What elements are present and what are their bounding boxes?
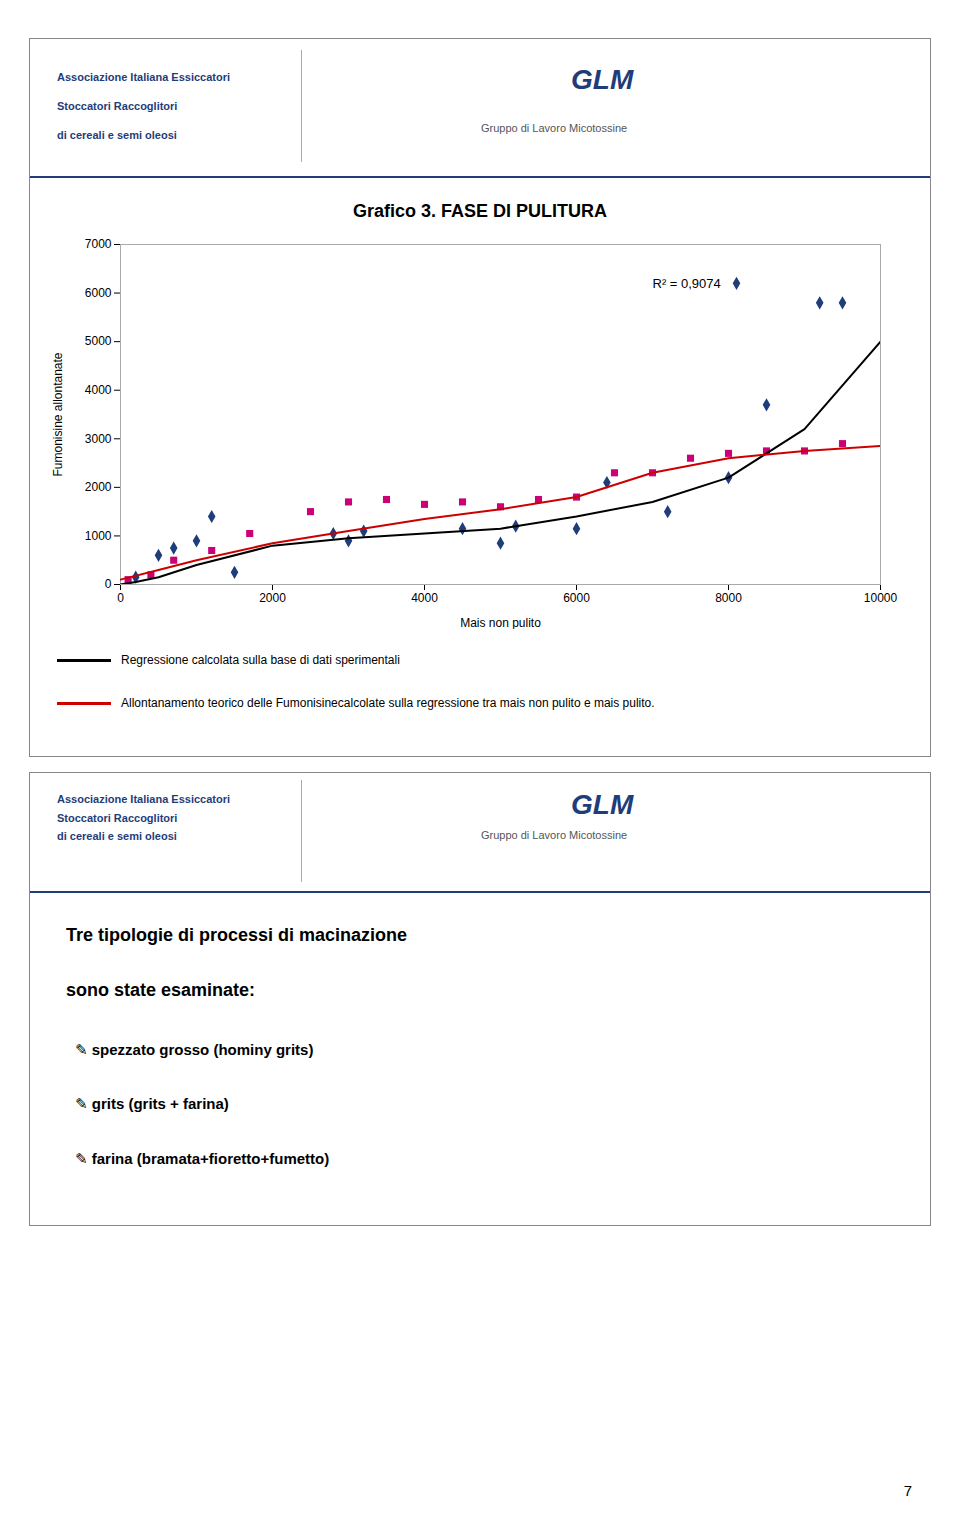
html-text:Regressione calcolata sulla ba: Regressione calcolata sulla base di dati… [121, 653, 400, 667]
html-text:di cereali e semi oleosi: di cereali e semi oleosi [57, 129, 177, 141]
svg-text:Mais non pulito: Mais non pulito [460, 616, 541, 630]
html-text:Associazione Italiana Essiccat: Associazione Italiana Essiccatori [57, 71, 230, 83]
svg-text:8000: 8000 [715, 591, 742, 605]
svg-text:10000: 10000 [864, 591, 898, 605]
html-text:✎ grits (grits + farina): ✎ grits (grits + farina) [75, 1095, 229, 1112]
html-text:Gruppo di Lavoro Micotossine: Gruppo di Lavoro Micotossine [481, 122, 628, 134]
html-text:di cereali e semi oleosi: di cereali e semi oleosi [57, 830, 177, 842]
svg-text:4000: 4000 [411, 591, 438, 605]
html-text:Grafico 3. FASE DI PULITURA: Grafico 3. FASE DI PULITURA [353, 201, 607, 221]
html-text:✎ farina (bramata+fioretto+fum: ✎ farina (bramata+fioretto+fumetto) [75, 1150, 330, 1167]
svg-text:4000: 4000 [85, 383, 112, 397]
svg-text:1000: 1000 [85, 529, 112, 543]
html-text:Gruppo di Lavoro Micotossine: Gruppo di Lavoro Micotossine [481, 829, 628, 841]
html-text:Associazione Italiana Essiccat: Associazione Italiana Essiccatori [57, 793, 230, 805]
svg-text:0: 0 [105, 577, 112, 591]
html-text:GLM: GLM [571, 64, 634, 95]
svg-text:R² = 0,9074: R² = 0,9074 [653, 276, 721, 291]
svg-text:Fumonisine allontanate: Fumonisine allontanate [51, 352, 65, 476]
svg-text:2000: 2000 [85, 480, 112, 494]
html-text:7: 7 [903, 1482, 912, 1499]
svg-text:5000: 5000 [85, 334, 112, 348]
svg-text:3000: 3000 [85, 432, 112, 446]
svg-text:0: 0 [117, 591, 124, 605]
svg-text:2000: 2000 [259, 591, 286, 605]
html-text:✎ spezzato grosso (hominy grit: ✎ spezzato grosso (hominy grits) [75, 1041, 314, 1058]
html-text:GLM: GLM [571, 789, 634, 820]
html-text:Stoccatori Raccoglitori: Stoccatori Raccoglitori [57, 100, 178, 112]
html-text:Tre tipologie di processi di m: Tre tipologie di processi di macinazione [66, 925, 408, 945]
html-text:sono state esaminate:: sono state esaminate: [66, 980, 256, 1000]
html-text:Stoccatori Raccoglitori: Stoccatori Raccoglitori [57, 812, 178, 824]
svg-text:6000: 6000 [563, 591, 590, 605]
svg-text:7000: 7000 [85, 237, 112, 251]
svg-text:6000: 6000 [85, 286, 112, 300]
html-text:Allontanamento teorico delle F: Allontanamento teorico delle Fumonisinec… [121, 696, 655, 710]
